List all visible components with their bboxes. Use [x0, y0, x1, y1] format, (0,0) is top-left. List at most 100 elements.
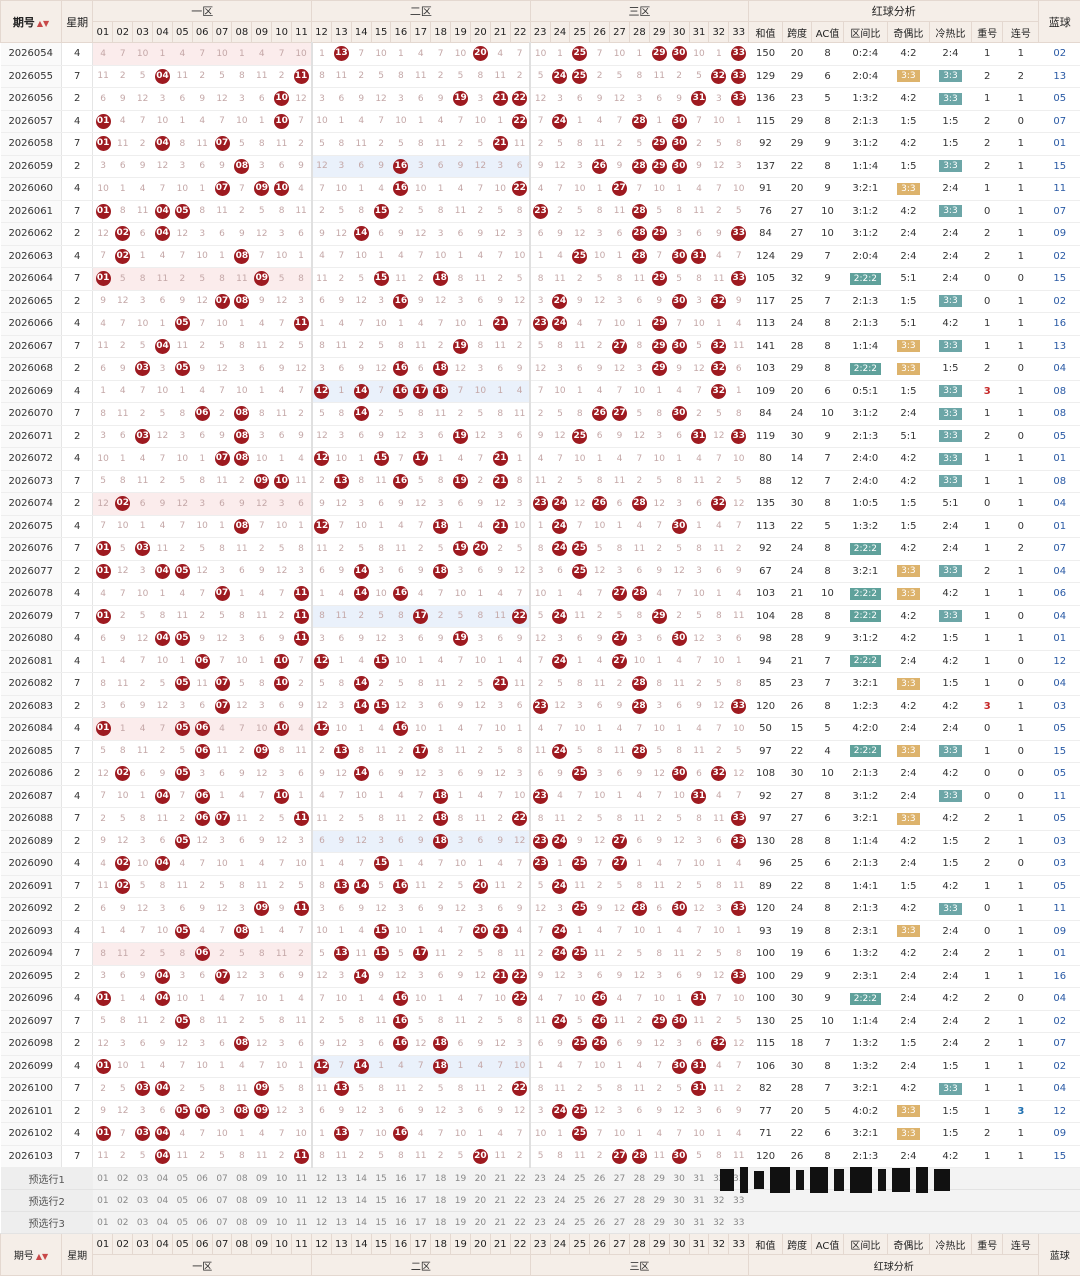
- preselect-number[interactable]: 27: [610, 1190, 630, 1212]
- preselect-number[interactable]: 08: [232, 1190, 252, 1212]
- preselect-number[interactable]: 26: [590, 1190, 610, 1212]
- preselect-number[interactable]: 27: [610, 1212, 630, 1234]
- preselect-number[interactable]: 06: [192, 1168, 212, 1190]
- preselect-number[interactable]: 11: [292, 1212, 312, 1234]
- preselect-number[interactable]: 23: [530, 1190, 550, 1212]
- preselect-number[interactable]: 04: [153, 1190, 173, 1212]
- preselect-number[interactable]: 03: [133, 1168, 153, 1190]
- preselect-number[interactable]: 29: [649, 1190, 669, 1212]
- preselect-number[interactable]: 08: [232, 1212, 252, 1234]
- preselect-number[interactable]: 25: [570, 1168, 590, 1190]
- preselect-number[interactable]: 22: [510, 1212, 530, 1234]
- preselect-number[interactable]: 07: [212, 1212, 232, 1234]
- preselect-number[interactable]: 16: [391, 1190, 411, 1212]
- preselect-number[interactable]: 06: [192, 1212, 212, 1234]
- preselect-number[interactable]: 18: [431, 1190, 451, 1212]
- preselect-number[interactable]: 32: [709, 1212, 729, 1234]
- preselect-number[interactable]: 17: [411, 1168, 431, 1190]
- preselect-number[interactable]: 15: [371, 1190, 391, 1212]
- preselect-number[interactable]: 11: [292, 1190, 312, 1212]
- preselect-number[interactable]: 02: [113, 1190, 133, 1212]
- preselect-number[interactable]: 16: [391, 1212, 411, 1234]
- preselect-number[interactable]: 13: [331, 1212, 351, 1234]
- preselect-number[interactable]: 08: [232, 1168, 252, 1190]
- preselect-number[interactable]: 18: [431, 1168, 451, 1190]
- preselect-number[interactable]: 09: [252, 1190, 272, 1212]
- preselect-number[interactable]: 29: [649, 1168, 669, 1190]
- preselect-number[interactable]: 23: [530, 1212, 550, 1234]
- preselect-number[interactable]: 10: [272, 1212, 292, 1234]
- preselect-number[interactable]: 32: [709, 1168, 729, 1190]
- preselect-number[interactable]: 07: [212, 1168, 232, 1190]
- preselect-number[interactable]: 15: [371, 1212, 391, 1234]
- preselect-number[interactable]: 25: [570, 1212, 590, 1234]
- preselect-number[interactable]: 28: [629, 1168, 649, 1190]
- preselect-number[interactable]: 12: [312, 1168, 332, 1190]
- preselect-number[interactable]: 30: [669, 1190, 689, 1212]
- preselect-number[interactable]: 25: [570, 1190, 590, 1212]
- preselect-number[interactable]: 13: [331, 1168, 351, 1190]
- preselect-number[interactable]: 21: [490, 1168, 510, 1190]
- preselect-number[interactable]: 17: [411, 1212, 431, 1234]
- preselect-number[interactable]: 01: [93, 1190, 113, 1212]
- preselect-number[interactable]: 14: [351, 1190, 371, 1212]
- preselect-number[interactable]: 28: [629, 1212, 649, 1234]
- preselect-number[interactable]: 04: [153, 1212, 173, 1234]
- preselect-number[interactable]: 19: [451, 1190, 471, 1212]
- preselect-number[interactable]: 02: [113, 1212, 133, 1234]
- preselect-number[interactable]: 17: [411, 1190, 431, 1212]
- preselect-number[interactable]: 20: [470, 1212, 490, 1234]
- preselect-number[interactable]: 26: [590, 1168, 610, 1190]
- preselect-number[interactable]: 01: [93, 1168, 113, 1190]
- preselect-number[interactable]: 21: [490, 1190, 510, 1212]
- preselect-number[interactable]: 05: [172, 1212, 192, 1234]
- preselect-number[interactable]: 22: [510, 1190, 530, 1212]
- preselect-number[interactable]: 24: [550, 1168, 570, 1190]
- preselect-number[interactable]: 16: [391, 1168, 411, 1190]
- preselect-number[interactable]: 13: [331, 1190, 351, 1212]
- preselect-number[interactable]: 33: [729, 1168, 749, 1190]
- preselect-number[interactable]: 05: [172, 1168, 192, 1190]
- preselect-number[interactable]: 14: [351, 1168, 371, 1190]
- preselect-number[interactable]: 29: [649, 1212, 669, 1234]
- preselect-number[interactable]: 12: [312, 1190, 332, 1212]
- preselect-number[interactable]: 31: [689, 1212, 709, 1234]
- preselect-number[interactable]: 22: [510, 1168, 530, 1190]
- preselect-number[interactable]: 04: [153, 1168, 173, 1190]
- preselect-number[interactable]: 07: [212, 1190, 232, 1212]
- preselect-number[interactable]: 26: [590, 1212, 610, 1234]
- sort-icon[interactable]: ▲▼: [37, 19, 49, 28]
- period-header[interactable]: 期号▲▼: [1, 1, 62, 43]
- preselect-number[interactable]: 14: [351, 1212, 371, 1234]
- preselect-number[interactable]: 27: [610, 1168, 630, 1190]
- preselect-number[interactable]: 10: [272, 1168, 292, 1190]
- preselect-number[interactable]: 09: [252, 1168, 272, 1190]
- preselect-number[interactable]: 23: [530, 1168, 550, 1190]
- preselect-number[interactable]: 19: [451, 1168, 471, 1190]
- period-footer[interactable]: 期号▲▼: [1, 1234, 62, 1276]
- preselect-number[interactable]: 21: [490, 1212, 510, 1234]
- preselect-number[interactable]: 02: [113, 1168, 133, 1190]
- preselect-number[interactable]: 15: [371, 1168, 391, 1190]
- preselect-number[interactable]: 20: [470, 1168, 490, 1190]
- preselect-number[interactable]: 18: [431, 1212, 451, 1234]
- preselect-number[interactable]: 24: [550, 1190, 570, 1212]
- preselect-number[interactable]: 01: [93, 1212, 113, 1234]
- preselect-number[interactable]: 05: [172, 1190, 192, 1212]
- preselect-number[interactable]: 30: [669, 1168, 689, 1190]
- preselect-number[interactable]: 03: [133, 1190, 153, 1212]
- preselect-number[interactable]: 10: [272, 1190, 292, 1212]
- preselect-number[interactable]: 31: [689, 1190, 709, 1212]
- preselect-number[interactable]: 03: [133, 1212, 153, 1234]
- preselect-number[interactable]: 12: [312, 1212, 332, 1234]
- preselect-number[interactable]: 20: [470, 1190, 490, 1212]
- sort-icon[interactable]: ▲▼: [36, 1252, 48, 1261]
- preselect-number[interactable]: 11: [292, 1168, 312, 1190]
- preselect-number[interactable]: 30: [669, 1212, 689, 1234]
- preselect-number[interactable]: 33: [729, 1212, 749, 1234]
- preselect-number[interactable]: 28: [629, 1190, 649, 1212]
- preselect-number[interactable]: 09: [252, 1212, 272, 1234]
